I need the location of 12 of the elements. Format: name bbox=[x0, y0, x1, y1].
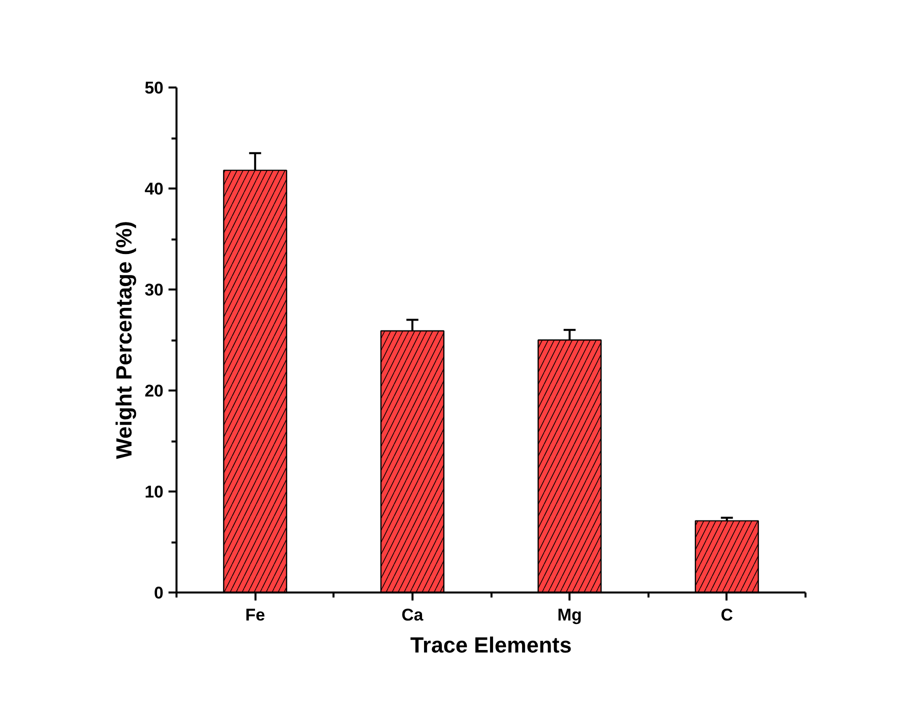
y-tick-label: 0 bbox=[154, 584, 164, 602]
y-tick-label: 10 bbox=[144, 482, 164, 502]
y-tick-label: 30 bbox=[144, 280, 164, 300]
x-axis-title: Trace Elements bbox=[410, 632, 572, 658]
y-tick-label: 20 bbox=[144, 382, 164, 400]
y-tick-label: 50 bbox=[144, 78, 164, 98]
x-tick-label: Fe bbox=[245, 606, 266, 624]
y-tick-label: 40 bbox=[144, 180, 164, 198]
x-tick-label: C bbox=[720, 606, 734, 624]
y-axis-title: Weight Percentage (%) bbox=[112, 221, 137, 459]
x-tick-label: Mg bbox=[557, 606, 582, 624]
x-tick-label: Ca bbox=[402, 606, 424, 624]
